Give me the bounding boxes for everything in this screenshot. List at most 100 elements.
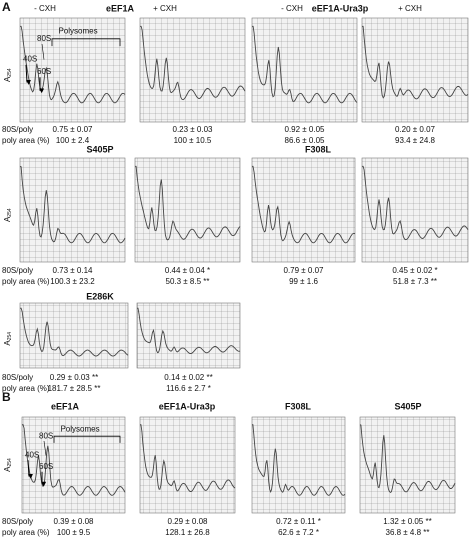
profile-grid (139, 17, 246, 123)
profile-trace (135, 165, 241, 241)
ratio-value: 0.72 ± 0.11 * (276, 517, 321, 526)
profile-grid (136, 302, 241, 369)
ratio-value: 0.29 ± 0.08 (168, 517, 209, 526)
y-axis-label-sub: 254 (7, 458, 13, 467)
ratio-value: 0.29 ± 0.03 ** (50, 373, 98, 382)
profile-trace (362, 165, 469, 241)
ratio-value: 0.73 ± 0.14 (53, 266, 94, 275)
profile-trace (252, 165, 356, 244)
profile-trace (20, 307, 129, 357)
column-header: S405P (86, 144, 113, 154)
poly-area-value: 50.3 ± 8.5 ** (166, 277, 210, 286)
ratio-value: 0.23 ± 0.03 (173, 125, 214, 134)
profile-trace (362, 25, 469, 100)
polysome-label: Polysomes (58, 27, 97, 36)
peak-label: 60S (37, 67, 51, 76)
ratio-value: 0.44 ± 0.04 * (165, 266, 210, 275)
polysome-label: Polysomes (60, 425, 99, 434)
y-axis-label-main: A (3, 340, 12, 346)
panel-label: B (2, 390, 11, 404)
ratio-value: 0.20 ± 0.07 (395, 125, 436, 134)
row-label: poly area (%) (2, 528, 50, 537)
profile-trace (252, 25, 358, 104)
column-header: eEF1A-Ura3p (312, 3, 369, 13)
poly-area-value: 116.6 ± 2.7 * (166, 384, 211, 393)
bracket (51, 38, 121, 47)
row-label: poly area (%) (2, 136, 50, 145)
peak-label: 40S (25, 451, 39, 460)
column-header: + CXH (153, 4, 177, 13)
bracket (53, 435, 121, 443)
poly-area-value: 100 ± 2.4 (56, 136, 90, 145)
arrow (25, 64, 32, 85)
profile-trace (359, 424, 456, 493)
peak-label: 80S (37, 34, 51, 43)
column-header: eEF1A (106, 3, 135, 13)
column-header: F308L (305, 144, 332, 154)
poly-area-value: 36.8 ± 4.8 ** (386, 528, 430, 537)
profile-grid (19, 302, 129, 369)
poly-area-value: 181.7 ± 28.5 ** (48, 384, 101, 393)
ratio-value: 0.14 ± 0.02 ** (164, 373, 212, 382)
connector (43, 440, 47, 456)
ratio-value: 0.39 ± 0.08 (54, 517, 95, 526)
column-header: eEF1A-Ura3p (159, 401, 216, 411)
connector (41, 43, 45, 60)
row-label: poly area (%) (2, 277, 50, 286)
peak-label: 40S (23, 55, 37, 64)
profile-trace (140, 25, 246, 101)
panel-label: A (2, 0, 11, 14)
profile-grid (19, 17, 126, 123)
ratio-value: 1.32 ± 0.05 ** (383, 517, 431, 526)
y-axis-label: A254 (3, 332, 13, 346)
profile-grid (134, 157, 241, 263)
y-axis-label: A254 (3, 208, 13, 222)
poly-area-value: 51.8 ± 7.3 ** (393, 277, 437, 286)
y-axis-label-main: A (3, 76, 12, 82)
ratio-value: 0.45 ± 0.02 * (392, 266, 437, 275)
column-header: F308L (285, 401, 312, 411)
row-label: 80S/poly (2, 373, 33, 382)
profile-grid (139, 416, 236, 514)
column-header: + CXH (398, 4, 422, 13)
y-axis-label: A254 (3, 68, 13, 82)
poly-area-value: 100 ± 10.5 (174, 136, 212, 145)
y-axis-label-sub: 254 (7, 332, 13, 341)
column-header: - CXH (281, 4, 303, 13)
poly-area-value: 99 ± 1.6 (289, 277, 318, 286)
profile-trace (22, 424, 126, 496)
y-axis-label-main: A (3, 216, 12, 222)
profile-trace (137, 307, 241, 354)
arrow (27, 460, 34, 479)
poly-area-value: 100.3 ± 23.2 (50, 277, 95, 286)
row-label: poly area (%) (2, 384, 50, 393)
ratio-value: 0.92 ± 0.05 (285, 125, 326, 134)
poly-area-value: 62.6 ± 7.2 * (278, 528, 319, 537)
profile-trace (20, 25, 126, 104)
row-label: 80S/poly (2, 125, 33, 134)
y-axis-label: A254 (3, 458, 13, 472)
column-header: S405P (394, 401, 421, 411)
y-axis-label-sub: 254 (7, 68, 13, 77)
peak-label: 60S (39, 462, 53, 471)
poly-area-value: 100 ± 9.5 (57, 528, 91, 537)
ratio-value: 0.75 ± 0.07 (53, 125, 94, 134)
peak-label: 80S (39, 431, 53, 440)
column-header: - CXH (34, 4, 56, 13)
profile-trace (252, 424, 346, 496)
ratio-value: 0.79 ± 0.07 (284, 266, 325, 275)
profile-grid (21, 416, 126, 514)
y-axis-label-sub: 254 (7, 208, 13, 217)
profile-trace (19, 165, 126, 244)
column-header: eEF1A (51, 401, 80, 411)
poly-area-value: 86.6 ± 0.05 (285, 136, 326, 145)
row-label: 80S/poly (2, 517, 33, 526)
y-axis-label-main: A (3, 466, 12, 472)
column-header: E286K (86, 291, 114, 301)
profile-grid (361, 157, 469, 263)
row-label: 80S/poly (2, 266, 33, 275)
profile-trace (140, 424, 236, 492)
profile-grid (251, 17, 358, 123)
profile-grid (19, 157, 126, 263)
